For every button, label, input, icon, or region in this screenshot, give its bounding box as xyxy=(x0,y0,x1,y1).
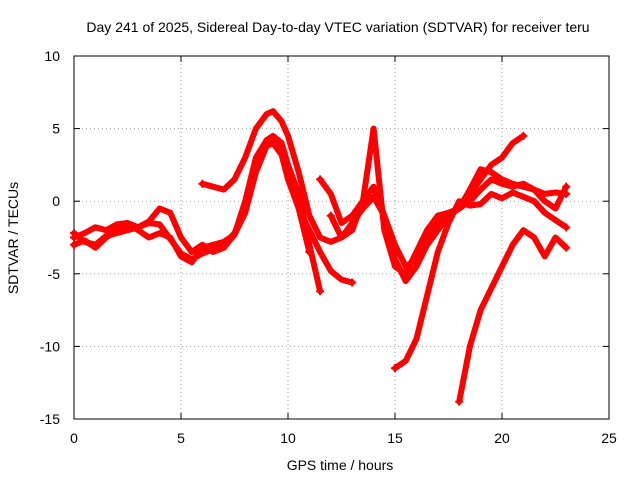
x-tick-label: 5 xyxy=(177,430,185,446)
series-track-6 xyxy=(327,125,570,277)
x-axis-label: GPS time / hours xyxy=(287,457,394,473)
x-tick-label: 10 xyxy=(280,430,296,446)
series-track-7 xyxy=(392,189,570,372)
data-point-marker xyxy=(348,278,357,287)
x-tick-label: 15 xyxy=(387,430,403,446)
series-track-5 xyxy=(317,132,527,285)
data-series xyxy=(70,108,571,406)
data-point-marker xyxy=(562,182,571,191)
series-track-3 xyxy=(71,137,356,286)
x-tick-label: 0 xyxy=(70,430,78,446)
data-point-marker xyxy=(519,131,528,140)
y-tick-label: 10 xyxy=(44,48,60,64)
chart-title: Day 241 of 2025, Sidereal Day-to-day VTE… xyxy=(86,19,589,35)
data-point-marker xyxy=(562,243,571,252)
data-point-marker xyxy=(70,240,78,249)
y-tick-label: 5 xyxy=(52,121,60,137)
x-tick-label: 25 xyxy=(601,430,617,446)
data-point-marker xyxy=(316,175,325,184)
data-point-marker xyxy=(455,397,464,406)
data-point-marker xyxy=(198,179,207,188)
x-tick-label: 20 xyxy=(494,430,510,446)
y-tick-label: -15 xyxy=(40,411,60,427)
data-point-marker xyxy=(70,233,78,242)
grid xyxy=(74,56,609,419)
data-point-marker xyxy=(316,287,325,296)
y-axis-label: SDTVAR / TECUs xyxy=(5,182,21,294)
series-track-8 xyxy=(456,227,570,405)
data-point-marker xyxy=(391,364,399,373)
data-point-marker xyxy=(562,223,571,232)
data-point-marker xyxy=(326,211,335,220)
y-tick-label: -5 xyxy=(48,266,61,282)
axis-ticks: 0 5 10 15 20 25 -15 -10 -5 0 5 10 xyxy=(40,48,617,446)
data-point-marker xyxy=(305,248,314,257)
y-tick-label: 0 xyxy=(52,193,60,209)
y-tick-label: -10 xyxy=(40,338,60,354)
